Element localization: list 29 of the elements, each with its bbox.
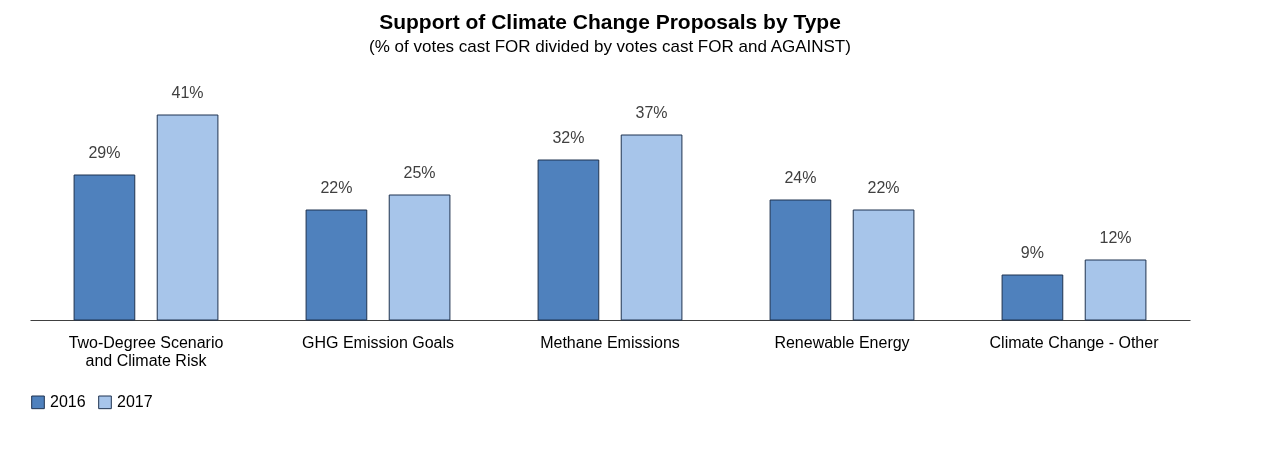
data-label: 22%	[320, 179, 353, 196]
bar	[852, 209, 915, 321]
bar	[305, 209, 368, 321]
x-tick-label: Methane Emissions	[540, 333, 680, 351]
data-label: 22%	[867, 179, 900, 196]
data-label: 32%	[552, 129, 585, 146]
legend-label: 2016	[50, 393, 86, 411]
data-label: 29%	[88, 144, 121, 161]
bar	[620, 134, 683, 321]
legend-label: 2017	[117, 393, 153, 411]
x-tick-label: GHG Emission Goals	[301, 333, 455, 351]
x-tick-label: Climate Change - Other	[989, 333, 1160, 351]
data-label: 9%	[1020, 244, 1044, 261]
chart-subtitle: (% of votes cast FOR divided by votes cast FOR and AGAINST)	[369, 37, 851, 56]
data-label: 24%	[784, 169, 817, 186]
data-label: 37%	[635, 104, 668, 121]
bar	[156, 114, 219, 321]
bar	[1001, 274, 1064, 321]
bar	[388, 194, 451, 321]
data-label: 12%	[1099, 229, 1132, 246]
bar	[537, 159, 600, 321]
data-label: 25%	[403, 164, 436, 181]
chart-title: Support of Climate Change Proposals by Type	[379, 10, 841, 33]
x-tick-label: Two-Degree Scenario and Climate Risk	[68, 333, 224, 369]
bar	[769, 199, 832, 321]
x-tick-label: Renewable Energy	[774, 333, 910, 351]
bar	[1084, 259, 1147, 321]
data-label: 41%	[171, 84, 204, 101]
bar	[73, 174, 136, 321]
